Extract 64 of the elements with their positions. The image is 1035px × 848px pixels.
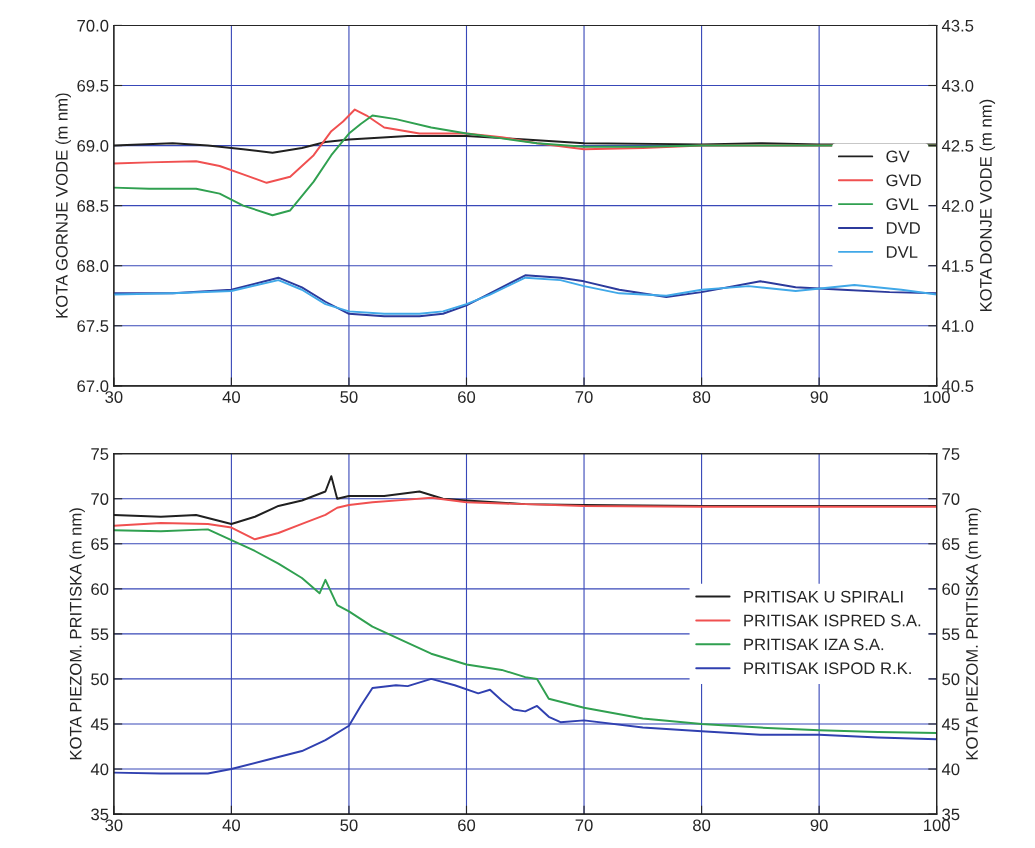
legend-label: DVD bbox=[886, 222, 920, 234]
y2-tick-label: 43.5 bbox=[941, 19, 974, 32]
x-tick-label: 90 bbox=[810, 819, 828, 832]
y2-tick-label: 42.5 bbox=[941, 139, 974, 152]
y-tick-label: 69.0 bbox=[77, 139, 109, 152]
y2-tick-label: 43.0 bbox=[941, 79, 974, 92]
y-axis-title: KOTA PIEZOM. PRITISKA (m nm) bbox=[69, 508, 85, 760]
y2-axis-title: KOTA PIEZOM. PRITISKA (m nm) bbox=[965, 508, 982, 760]
y-tick-label: 68.0 bbox=[77, 260, 109, 272]
y-tick-label: 35 bbox=[91, 808, 109, 821]
x-tick-label: 80 bbox=[693, 819, 711, 832]
y2-tick-label: 55 bbox=[942, 628, 960, 641]
y-tick-label: 45 bbox=[90, 718, 109, 731]
x-tick-label: 90 bbox=[810, 391, 828, 403]
y-tick-label: 68.5 bbox=[77, 200, 109, 212]
y2-tick-label: 50 bbox=[942, 673, 960, 686]
y-tick-label: 69.5 bbox=[77, 79, 109, 92]
x-tick-label: 30 bbox=[105, 391, 123, 403]
x-tick-label: 40 bbox=[222, 819, 241, 832]
legend-label: PRITISAK U SPIRALI bbox=[744, 590, 903, 603]
x-tick-label: 70 bbox=[575, 819, 593, 832]
line-series bbox=[113, 496, 937, 541]
y-tick-label: 70.0 bbox=[77, 19, 109, 32]
y-tick-label: 50 bbox=[91, 673, 109, 686]
y2-tick-label: 60 bbox=[942, 583, 960, 596]
y2-tick-label: 45 bbox=[941, 718, 960, 731]
y2-axis-title: KOTA DONJE VODE (m nm) bbox=[979, 99, 996, 312]
y-tick-label: 75 bbox=[91, 448, 109, 460]
y2-tick-label: 70 bbox=[942, 493, 960, 505]
y-tick-label: 65 bbox=[91, 538, 109, 550]
legend-label: DVL bbox=[886, 246, 918, 258]
y2-tick-label: 35 bbox=[942, 808, 960, 821]
x-tick-label: 30 bbox=[105, 819, 123, 832]
x-tick-label: 40 bbox=[222, 391, 241, 403]
legend-label: PRITISAK IZA S.A. bbox=[744, 638, 884, 651]
y-tick-label: 70 bbox=[91, 493, 109, 505]
y2-tick-label: 75 bbox=[942, 448, 960, 460]
x-tick-label: 80 bbox=[693, 391, 711, 403]
y2-tick-label: 41.0 bbox=[941, 320, 974, 332]
y2-tick-label: 41.5 bbox=[941, 260, 974, 272]
x-tick-label: 60 bbox=[458, 819, 476, 832]
x-tick-label: 70 bbox=[575, 391, 593, 403]
x-tick-label: 50 bbox=[340, 819, 358, 832]
legend-label: GVD bbox=[886, 174, 921, 187]
legend-label: GV bbox=[886, 150, 910, 163]
y2-tick-label: 40.5 bbox=[941, 380, 974, 393]
y-tick-label: 67.5 bbox=[77, 320, 109, 332]
x-tick-label: 60 bbox=[458, 391, 476, 403]
x-tick-label: 100 bbox=[924, 391, 950, 403]
y-tick-label: 55 bbox=[91, 628, 109, 641]
legend-label: GVL bbox=[886, 198, 919, 211]
legend-label: PRITISAK ISPRED S.A. bbox=[744, 614, 921, 627]
y-axis-title: KOTA GORNJE VODE (m nm) bbox=[55, 93, 71, 318]
y-tick-label: 40 bbox=[90, 763, 109, 776]
line-series bbox=[113, 528, 937, 734]
line-series bbox=[113, 114, 937, 217]
legend-label: PRITISAK ISPOD R.K. bbox=[744, 662, 911, 675]
y2-tick-label: 42.0 bbox=[941, 200, 974, 212]
x-tick-label: 50 bbox=[340, 391, 358, 403]
y-tick-label: 60 bbox=[91, 583, 109, 596]
y2-tick-label: 65 bbox=[942, 538, 960, 550]
x-tick-label: 100 bbox=[924, 819, 950, 832]
y-tick-label: 67.0 bbox=[77, 380, 109, 393]
y2-tick-label: 40 bbox=[941, 763, 960, 776]
